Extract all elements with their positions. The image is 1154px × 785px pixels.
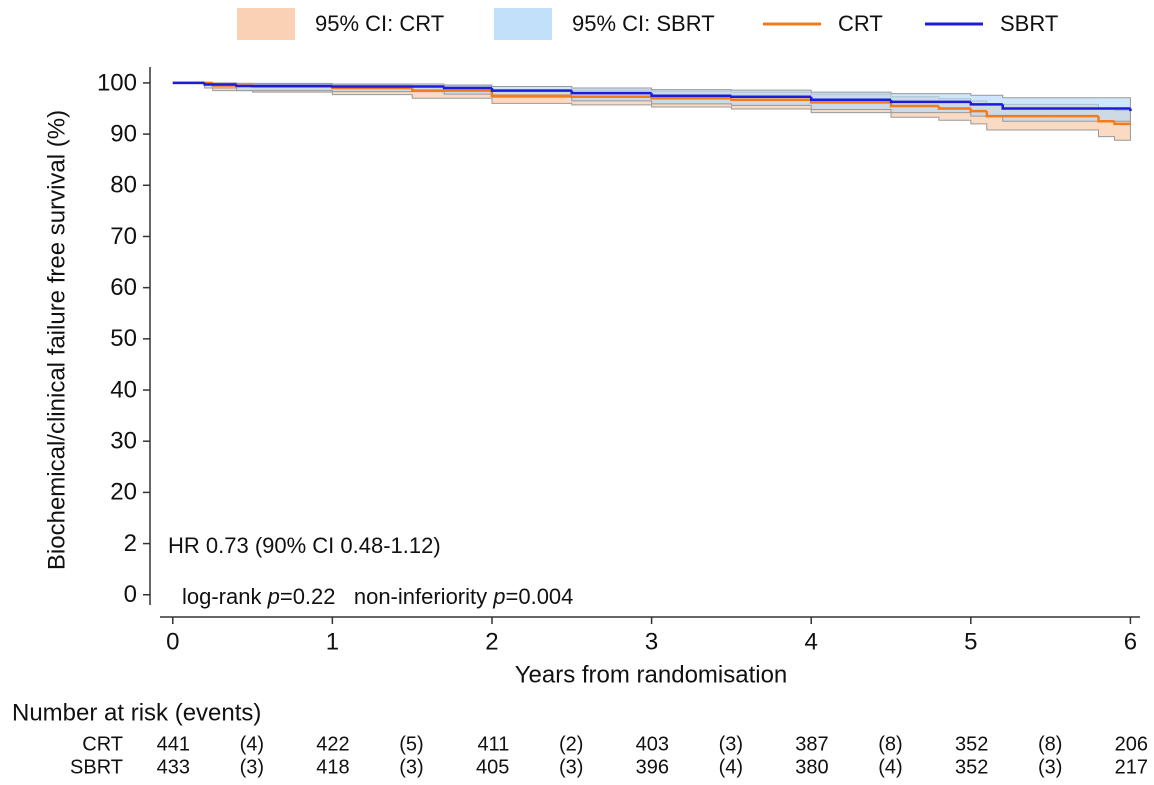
annotation: HR 0.73 (90% CI 0.48-1.12) [168,533,441,558]
km-step [570,90,652,95]
risk-events: (8) [1038,733,1062,755]
km-step [203,82,237,86]
risk-row-label: SBRT [70,756,123,778]
risk-count: 206 [1115,733,1148,755]
risk-row-label: CRT [82,733,123,755]
x-tick-label: 4 [805,628,818,655]
risk-events: (8) [878,733,902,755]
risk-count: 352 [955,733,988,755]
risk-count: 433 [157,756,190,778]
x-tick-label: 6 [1124,628,1137,655]
risk-count: 441 [157,733,190,755]
y-tick-label: 0 [124,581,137,608]
km-step [730,98,812,102]
legend-label: CRT [838,11,883,36]
km-step [650,93,732,97]
km-step [490,90,572,97]
km-step [410,88,492,92]
risk-count: 405 [476,756,509,778]
y-tick-label: 50 [110,325,137,352]
x-tick-label: 1 [326,628,339,655]
risk-count: 403 [636,733,669,755]
km-step [889,99,971,104]
risk-events: (3) [240,756,264,778]
risk-events: (3) [399,756,423,778]
x-tick-label: 5 [964,628,977,655]
risk-count: 418 [316,756,349,778]
annotation-part: p [492,584,505,609]
km-step [235,84,333,88]
legend-swatch [237,8,295,40]
y-tick-label: 70 [110,223,137,250]
km-step [985,111,1051,118]
risk-count: 352 [955,756,988,778]
legend-swatch [494,8,552,40]
km-step [570,95,652,98]
y-tick-label: 90 [110,120,137,147]
risk-events: (3) [1038,756,1062,778]
risk-count: 380 [795,756,828,778]
risk-count: 217 [1115,756,1148,778]
km-step [1113,121,1131,126]
km-step [730,95,812,98]
legend-label: 95% CI: SBRT [572,11,715,36]
km-step [809,96,892,102]
legend-label: SBRT [1000,11,1058,36]
km-step [937,105,971,110]
risk-count: 411 [477,733,509,755]
y-tick-label: 40 [110,376,137,403]
km-step [490,88,572,92]
risk-events: (4) [878,756,902,778]
risk-table-title: Number at risk (events) [12,699,261,726]
km-step [1097,116,1115,123]
y-tick-label: 100 [97,69,137,96]
y-tick-label: 30 [110,428,137,455]
y-tick-label: 2 [124,530,137,557]
annotation-part: =0.004 [506,584,574,609]
annotation-part: log-rank [182,584,268,609]
x-tick-label: 2 [485,628,498,655]
km-step [969,108,987,113]
km-step [331,85,445,88]
km-step [1001,104,1115,110]
annotation-part: HR 0.73 (90% CI 0.48-1.12) [168,533,441,558]
annotation: log-rank p=0.22 non-inferiority p=0.004 [182,584,573,609]
km-step [442,86,492,90]
risk-events: (3) [559,756,583,778]
risk-events: (4) [240,733,264,755]
risk-events: (4) [719,756,743,778]
y-axis-label: Biochemical/clinical failure free surviv… [43,110,70,570]
y-tick-label: 20 [110,479,137,506]
km-step [650,96,732,100]
risk-events: (5) [399,733,423,755]
x-axis-label: Years from randomisation [515,661,788,688]
annotation-part: p [267,584,280,609]
risk-events: (3) [719,733,743,755]
risk-count: 422 [316,733,349,755]
x-tick-label: 3 [645,628,658,655]
risk-count: 387 [795,733,828,755]
y-tick-label: 80 [110,172,137,199]
risk-events: (2) [559,733,583,755]
annotation-part: =0.22 non-inferiority [280,584,493,609]
risk-count: 396 [636,756,669,778]
y-tick-label: 60 [110,274,137,301]
legend-label: 95% CI: CRT [315,11,444,36]
x-tick-label: 0 [166,628,179,655]
km-step [889,102,939,108]
km-step [969,101,1003,106]
